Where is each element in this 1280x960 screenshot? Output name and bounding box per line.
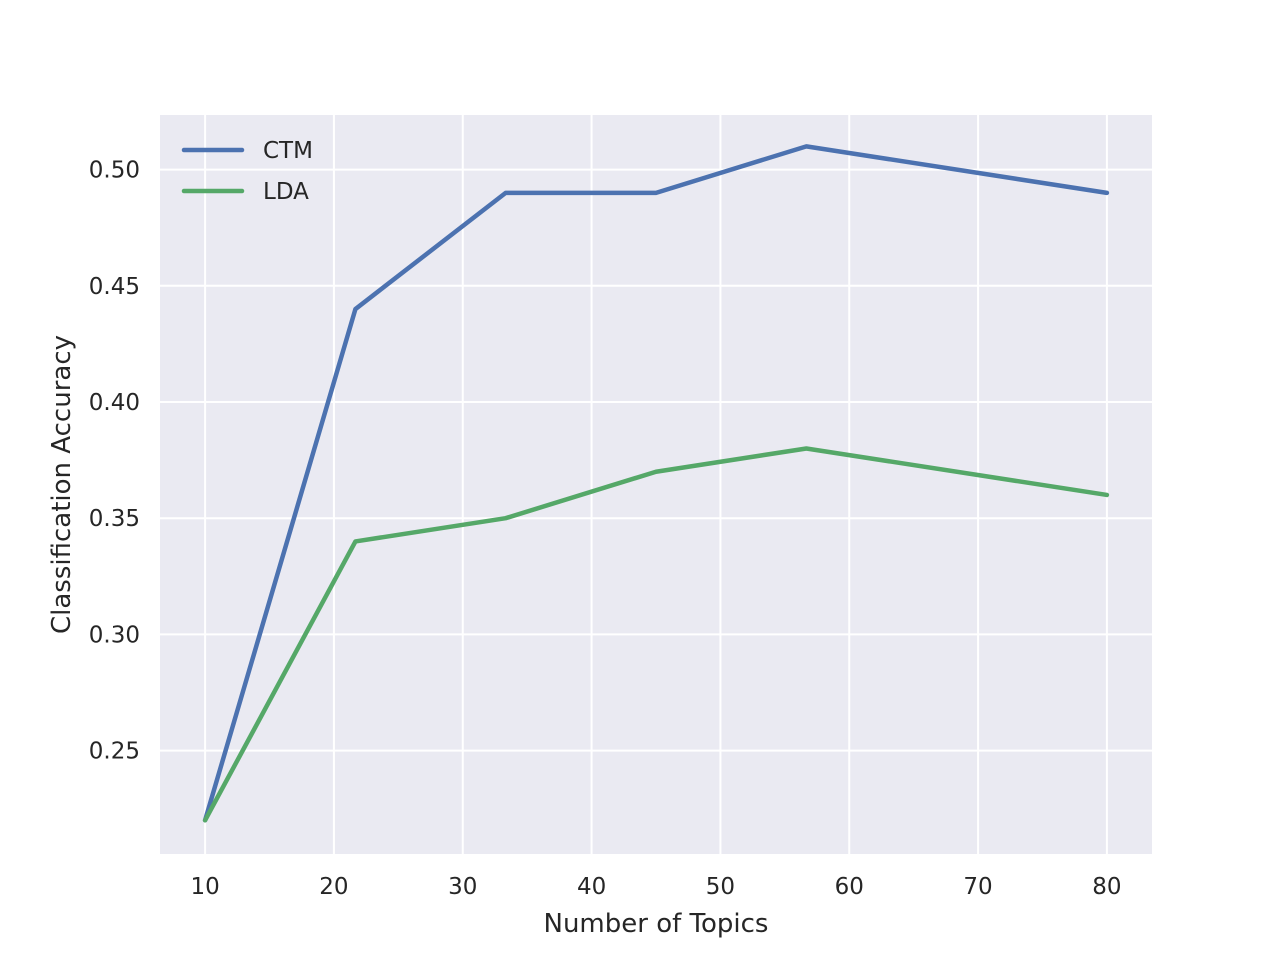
- x-tick-label: 40: [577, 874, 606, 900]
- grid-lines: [160, 115, 1152, 854]
- series-line-ctm: [202, 144, 1110, 823]
- x-axis-title: Number of Topics: [544, 909, 769, 939]
- x-tick-labels: 10 20 30 40 50 60 70 80: [190, 874, 1121, 900]
- y-tick-label: 0.35: [89, 506, 140, 532]
- x-tick-label: 10: [190, 874, 219, 900]
- y-tick-label: 0.50: [89, 158, 140, 184]
- y-tick-label: 0.45: [89, 274, 140, 300]
- plot-area: [160, 115, 1152, 854]
- x-tick-label: 20: [319, 874, 348, 900]
- legend-label-ctm: CTM: [263, 138, 313, 164]
- legend-label-lda: LDA: [263, 179, 309, 205]
- y-axis-title: Classification Accuracy: [47, 335, 77, 634]
- x-tick-label: 70: [963, 874, 992, 900]
- y-tick-label: 0.25: [89, 739, 140, 765]
- y-tick-label: 0.40: [89, 390, 140, 416]
- legend: CTM LDA: [181, 138, 313, 205]
- y-tick-label: 0.30: [89, 622, 140, 648]
- x-tick-label: 30: [448, 874, 477, 900]
- x-tick-label: 60: [835, 874, 864, 900]
- x-tick-label: 80: [1092, 874, 1121, 900]
- x-tick-label: 50: [706, 874, 735, 900]
- y-tick-labels: 0.25 0.30 0.35 0.40 0.45 0.50: [89, 158, 140, 765]
- series-line-lda: [202, 446, 1110, 823]
- series-lines: [202, 144, 1110, 823]
